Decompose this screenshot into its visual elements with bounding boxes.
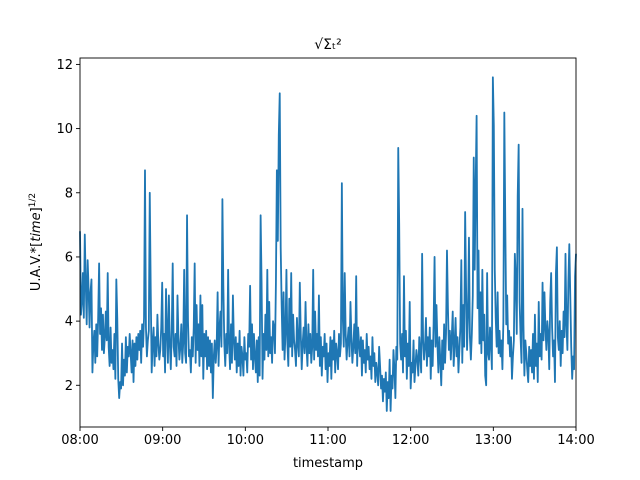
x-tick-label: 08:00 xyxy=(61,433,98,448)
y-tick-label: 10 xyxy=(56,122,73,137)
x-tick-label: 10:00 xyxy=(227,433,264,448)
x-tick-label: 14:00 xyxy=(557,433,594,448)
series-line xyxy=(79,76,577,412)
y-axis: 2 4 6 8 10 12 xyxy=(56,58,80,394)
plot-frame xyxy=(79,57,577,428)
x-tick-label: 13:00 xyxy=(475,433,512,448)
x-tick-label: 12:00 xyxy=(392,433,429,448)
y-axis-label: U.A.V.*[time]1/2 xyxy=(28,193,44,291)
chart-title: √Σₜ² xyxy=(314,37,342,53)
y-tick-label: 12 xyxy=(56,58,73,73)
y-tick-label: 2 xyxy=(65,379,73,394)
x-axis-label: timestamp xyxy=(293,456,363,471)
x-axis: 08:00 09:00 10:00 11:00 12:00 13:00 14:00 xyxy=(61,427,595,448)
y-tick-label: 4 xyxy=(65,315,73,330)
y-tick-label: 8 xyxy=(65,186,73,201)
y-tick-label: 6 xyxy=(65,250,73,265)
x-tick-label: 11:00 xyxy=(309,433,346,448)
x-tick-label: 09:00 xyxy=(144,433,181,448)
